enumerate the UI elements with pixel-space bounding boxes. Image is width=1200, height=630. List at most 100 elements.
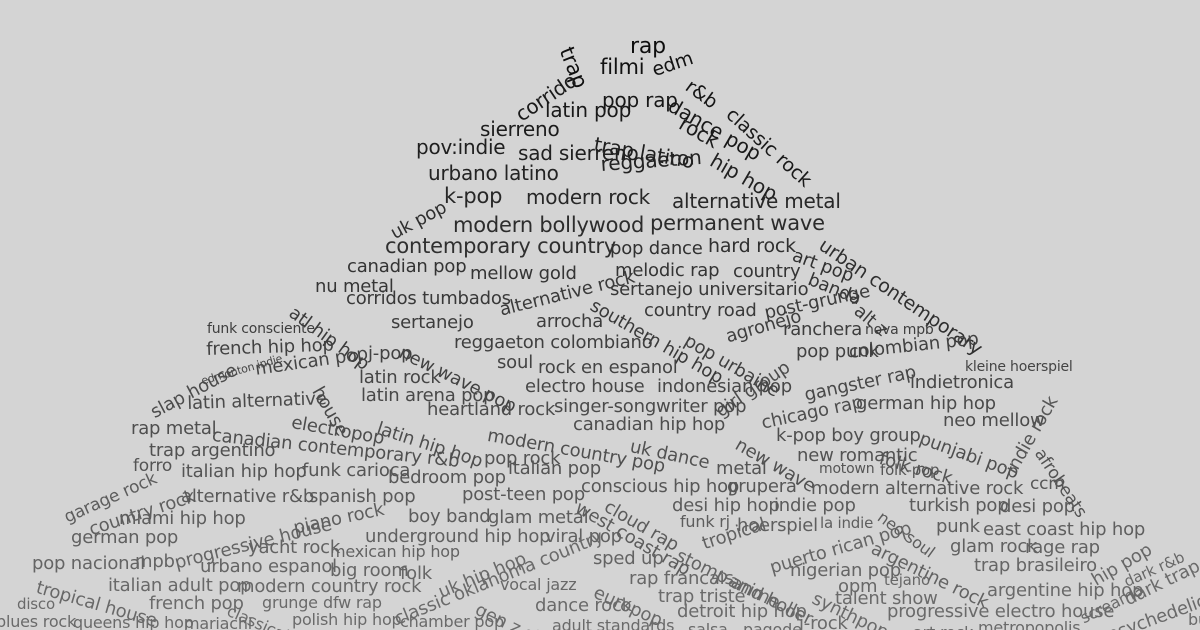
genre-word-funk-rj: funk rj	[680, 512, 730, 531]
genre-word-bu: bu	[1188, 610, 1200, 629]
genre-word-chamber-pop: chamber pop	[400, 612, 504, 630]
genre-word-indietronica: indietronica	[910, 372, 1014, 393]
genre-word-german-hip-hop: german hip hop	[856, 393, 996, 414]
genre-word-folk: folk	[400, 563, 432, 584]
genre-word-reggaeton: reggaeton	[599, 144, 703, 176]
genre-word-tejano: tejano	[884, 571, 930, 589]
genre-word-viral-pop: viral pop	[545, 526, 622, 547]
genre-word-modern-alternative-rock: modern alternative rock	[811, 478, 1024, 499]
genre-word-indonesian-pop: indonesian pop	[657, 376, 792, 397]
genre-word-ranchera: ranchera	[783, 319, 863, 340]
genre-word-french-pop: french pop	[149, 593, 244, 614]
genre-word-pop-rock: pop rock	[484, 448, 561, 469]
genre-word-la-indie: la indie	[820, 514, 874, 532]
genre-word-progressive-electro-house: progressive electro house	[887, 601, 1115, 622]
genre-word-pop-punk: pop punk	[796, 341, 879, 362]
genre-word-country: country	[733, 261, 801, 282]
genre-word-trap-brasileiro: trap brasileiro	[974, 555, 1097, 576]
genre-word-latin-pop: latin pop	[545, 98, 632, 122]
genre-word-funk-consciente: funk consciente	[207, 321, 315, 337]
genre-word-argentine-hip-hop: argentine hip hop	[987, 580, 1144, 601]
genre-word-motown: motown	[819, 461, 875, 477]
genre-word-forro: forro	[133, 456, 173, 476]
genre-word-desi-hip-hop: desi hip hop	[672, 495, 780, 516]
genre-word-pov-indie: pov:indie	[416, 135, 506, 159]
genre-word-nu-metal: nu metal	[315, 276, 394, 297]
genre-word-nigerian-pop: nigerian pop	[790, 560, 901, 581]
genre-word-german-pop: german pop	[71, 527, 179, 548]
genre-word-glam-metal: glam metal	[488, 507, 589, 528]
genre-word-rage-rap: rage rap	[1025, 537, 1100, 558]
genre-word-urbano-espanol: urbano espanol	[200, 556, 337, 577]
genre-word-ccm: ccm	[1030, 474, 1065, 494]
genre-word-modern-country-rock: modern country rock	[237, 576, 422, 597]
genre-word-blues-rock: blues rock	[0, 612, 77, 630]
genre-word-detroit-hip-hop: detroit hip hop	[677, 601, 807, 622]
genre-word-latin-arena-pop: latin arena pop	[361, 385, 495, 406]
genre-word-sertanejo: sertanejo	[391, 312, 474, 333]
genre-word-grunge: grunge	[262, 593, 318, 612]
genre-word-sped-up: sped up	[593, 548, 664, 569]
genre-word-vocal-jazz: vocal jazz	[500, 575, 577, 594]
genre-word-opm: opm	[838, 576, 878, 597]
genre-word-miami-hip-hop: miami hip hop	[119, 508, 246, 529]
genre-word-latin-rock: latin rock	[359, 367, 441, 388]
genre-word-heartland-rock: heartland rock	[427, 399, 556, 420]
genre-word-adult-standards: adult standards	[552, 616, 675, 630]
genre-word-filmi: filmi	[600, 55, 645, 79]
genre-word-yacht-rock: yacht rock	[248, 537, 341, 558]
genre-word-italian-adult-pop: italian adult pop	[108, 575, 252, 596]
genre-word-dance-rock: dance rock	[535, 595, 632, 616]
genre-word-disco: disco	[17, 595, 55, 613]
genre-word-reggaeton-colombiano: reggaeton colombiano	[454, 332, 653, 353]
genre-word-dfw-rap: dfw rap	[323, 593, 382, 612]
genre-word-metropopolis: metropopolis	[978, 618, 1081, 630]
genre-word-mariachi: mariachi	[184, 614, 253, 630]
genre-word-neo-mellow: neo mellow	[943, 410, 1045, 431]
genre-word-canadian-pop: canadian pop	[347, 256, 467, 277]
genre-word-canadian-hip-hop: canadian hip hop	[573, 414, 726, 435]
genre-word-kleine-hoerspiel: kleine hoerspiel	[965, 359, 1073, 375]
genre-word-electro-house: electro house	[525, 376, 645, 397]
genre-word-corridos-tumbados: corridos tumbados	[346, 288, 511, 309]
genre-word-mellow-gold: mellow gold	[470, 263, 577, 284]
genre-word-j-pop: j-pop	[368, 343, 413, 364]
genre-word-soul: soul	[497, 352, 533, 373]
genre-word-permanent-wave: permanent wave	[650, 211, 825, 235]
genre-word-modern-rock: modern rock	[526, 185, 651, 209]
genre-word-turkish-pop: turkish pop	[909, 495, 1009, 516]
genre-word-rap-metal: rap metal	[131, 418, 217, 439]
genre-word-east-coast-hip-hop: east coast hip hop	[983, 519, 1146, 540]
genre-word-desi-pop: desi pop	[1000, 496, 1075, 517]
genre-word-rock-en-espanol: rock en espanol	[538, 357, 678, 378]
genre-word-polish-hip-hop: polish hip hop	[292, 610, 402, 629]
genre-word-alternative-metal: alternative metal	[672, 189, 841, 213]
genre-word-folk-pop: folk-pop	[880, 461, 940, 479]
genre-word-big-room: big room	[330, 560, 409, 581]
genre-word-sierreno: sierreno	[480, 117, 560, 141]
genre-word-urbano-latino: urbano latino	[428, 161, 559, 185]
genre-word-nova-mpb: nova mpb	[865, 322, 934, 338]
genre-word-indie-pop: indie pop	[774, 495, 856, 516]
genre-word-k-pop: k-pop	[444, 184, 503, 208]
genre-word-metal: metal	[716, 458, 767, 479]
genre-word-arrocha: arrocha	[536, 311, 604, 332]
genre-word-pop-nacional: pop nacional	[32, 553, 145, 574]
genre-word-spanish-pop: spanish pop	[309, 486, 416, 507]
genre-word-alternative-randb: alternative r&b	[181, 486, 315, 507]
genre-word-hard-rock: hard rock	[708, 235, 796, 257]
genre-word-k-pop-boy-group: k-pop boy group	[776, 425, 921, 446]
genre-word-modern-bollywood: modern bollywood	[453, 213, 645, 237]
genre-word-grupera: grupera	[727, 476, 797, 497]
genre-word-mexican-hip-hop: mexican hip hop	[330, 542, 460, 561]
genre-word-trap-argentino: trap argentino	[149, 440, 276, 461]
genre-word-punk: punk	[936, 516, 980, 537]
genre-word-pagode: pagode	[743, 620, 802, 630]
genre-word-italian-pop: italian pop	[508, 458, 601, 479]
genre-word-melodic-rap: melodic rap	[615, 260, 720, 281]
genre-word-trap-triste: trap triste	[658, 586, 746, 607]
genre-word-underground-hip-hop: underground hip hop	[365, 526, 551, 547]
genre-word-sad-sierreno: sad sierreno	[518, 141, 639, 165]
genre-word-new-romantic: new romantic	[797, 445, 918, 466]
